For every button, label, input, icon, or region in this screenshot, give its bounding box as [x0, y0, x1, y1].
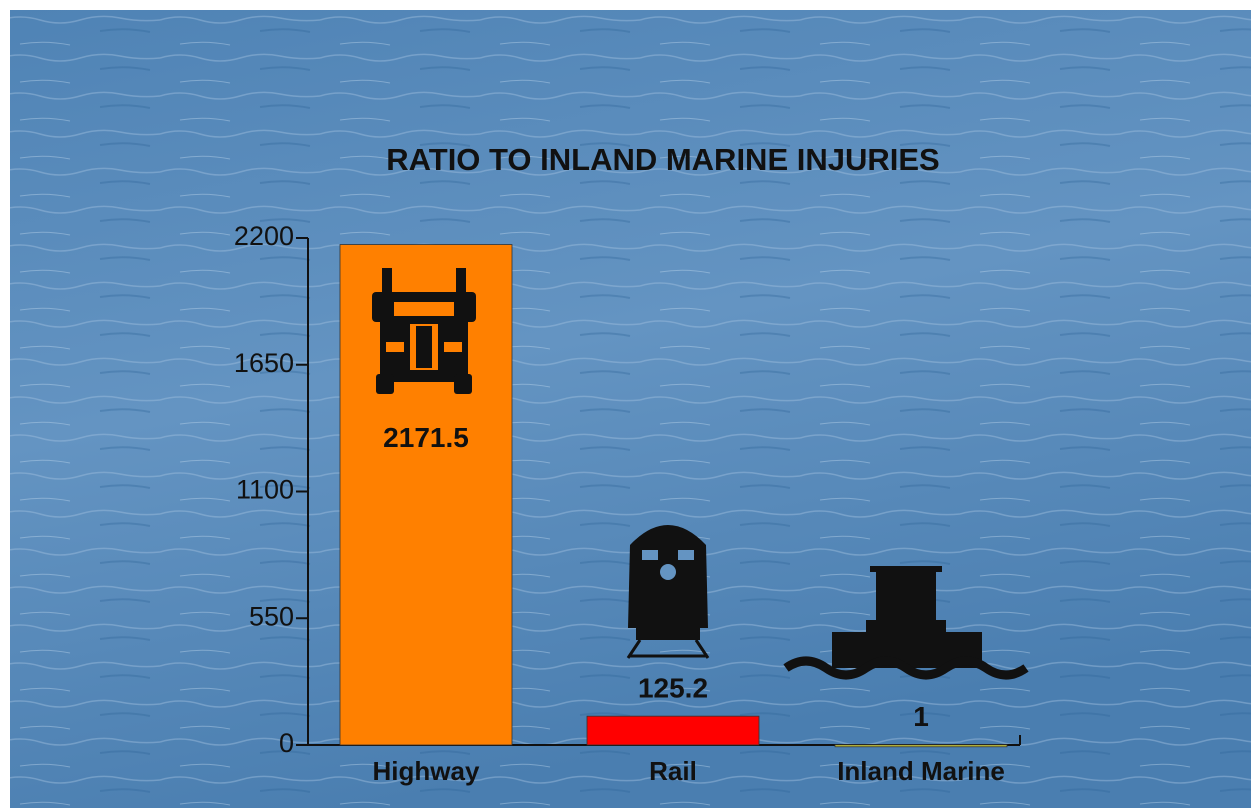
axes: 0 550 1100 1650 2200 Highway Rail Inland Marine: [234, 221, 1021, 786]
x-tick-label: Rail: [649, 756, 697, 786]
bar: [586, 715, 760, 746]
y-tick-label: 1100: [236, 475, 294, 505]
chart-title: RATIO TO INLAND MARINE INJURIES: [386, 142, 939, 177]
y-tick-label: 550: [249, 601, 294, 631]
background-waves: [10, 10, 1251, 808]
bar: [834, 744, 1008, 748]
value-label: 2171.5: [383, 422, 469, 453]
boat-icon: [783, 566, 1029, 680]
value-label: 1: [913, 701, 929, 732]
train-icon: [626, 525, 710, 659]
truck-icon: [372, 268, 476, 394]
y-tick-label: 0: [279, 728, 294, 758]
value-label: 125.2: [638, 673, 708, 704]
y-tick-label: 1650: [234, 348, 294, 378]
x-tick-label: Highway: [373, 756, 480, 786]
y-tick-label: 2200: [234, 221, 294, 251]
x-tick-label: Inland Marine: [837, 756, 1005, 786]
